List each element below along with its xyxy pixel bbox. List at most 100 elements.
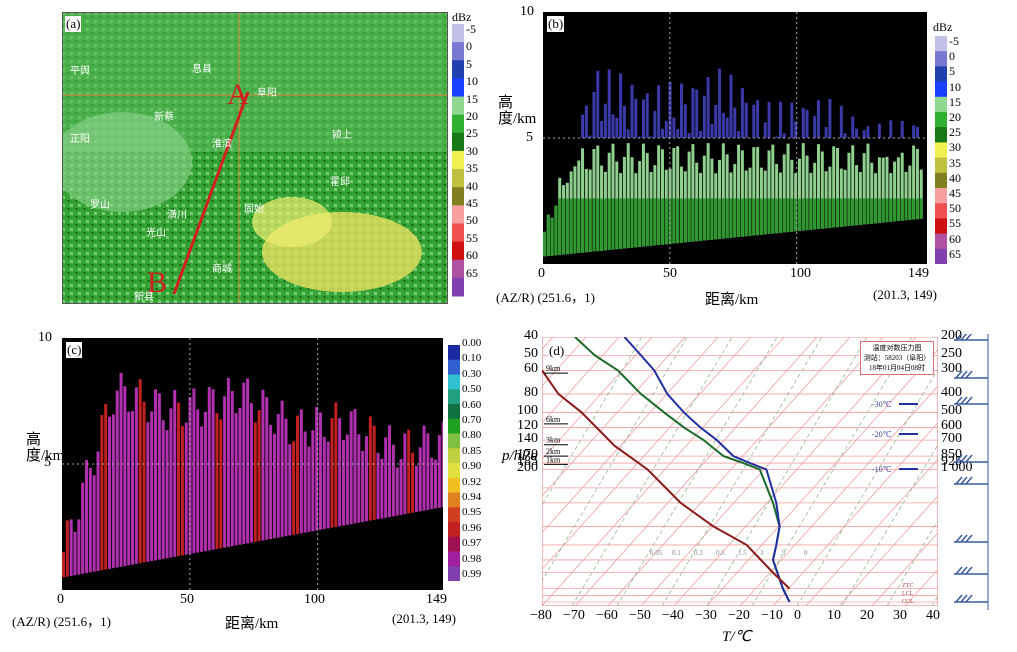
wind-barb xyxy=(954,396,988,405)
echo-column xyxy=(778,101,782,233)
echo-column xyxy=(721,112,725,239)
place-label: 平舆 xyxy=(70,64,90,77)
level-tag: CCL xyxy=(902,599,914,605)
cc-column xyxy=(242,382,246,545)
echo-column xyxy=(622,105,626,249)
level-tag: LCL xyxy=(902,591,914,597)
wind-barb xyxy=(954,334,988,341)
cc-column xyxy=(131,411,135,565)
echo-column xyxy=(649,136,653,246)
adiabat xyxy=(751,336,913,607)
echo-column xyxy=(695,89,699,242)
cc-column xyxy=(246,378,250,544)
c-xtick-149: 149 xyxy=(426,592,447,607)
legend-tick: 10 xyxy=(466,74,478,89)
legend-tick: 65 xyxy=(949,246,961,261)
cc-column xyxy=(65,520,69,577)
legend-tick: 50 xyxy=(949,201,961,216)
legend-tick: 0.85 xyxy=(462,444,482,457)
echo-column xyxy=(843,133,847,227)
cc-column xyxy=(399,459,403,515)
legend-tick: 40 xyxy=(949,170,961,185)
echo-column xyxy=(581,114,585,253)
cc-column xyxy=(219,419,223,549)
skewt-title: 温度对数压力图 xyxy=(872,344,922,352)
legend-tick: 30 xyxy=(466,143,478,158)
cc-column xyxy=(161,420,165,559)
mixing-ratio-label: 0.05 xyxy=(650,549,663,557)
echo-column xyxy=(584,105,588,253)
echo-column xyxy=(805,109,809,231)
cc-column xyxy=(146,422,150,562)
d-xtick: −10 xyxy=(761,608,783,623)
legend-tick: 0 xyxy=(466,39,472,54)
cc-column xyxy=(108,416,112,569)
d-xtick: 30 xyxy=(893,608,907,623)
cc-column xyxy=(249,403,253,543)
d-xtick: −50 xyxy=(629,608,651,623)
panel-c-plot xyxy=(62,338,445,590)
legend-swatch xyxy=(935,51,947,67)
b-ytick-10: 10 xyxy=(520,4,534,19)
adiabat xyxy=(706,336,868,607)
cc-column xyxy=(407,429,411,514)
cc-column xyxy=(269,424,273,540)
d-ytick-left: 140 xyxy=(517,431,538,447)
legend-tick: 30 xyxy=(949,140,961,155)
d-ytick-right: 600 xyxy=(941,418,962,434)
legend-swatch xyxy=(448,404,460,420)
echo-column xyxy=(657,85,661,246)
cc-column xyxy=(180,425,184,556)
echo-column xyxy=(550,217,554,256)
legend-a-bar xyxy=(452,24,464,297)
echo-column xyxy=(756,100,760,236)
d-ytick-left: 60 xyxy=(524,361,538,377)
echo-column xyxy=(782,133,786,233)
echo-column xyxy=(607,69,611,250)
d-ytick-right: 925 xyxy=(941,454,962,470)
echo-column xyxy=(577,160,581,254)
cc-column xyxy=(234,413,238,546)
cc-column xyxy=(357,434,361,523)
cc-column xyxy=(338,418,342,527)
cc-column xyxy=(388,425,392,518)
echo-column xyxy=(733,107,737,238)
cc-column xyxy=(207,387,211,551)
echo-column xyxy=(634,98,638,248)
mixing-ratio-label: 8 xyxy=(804,549,808,557)
echo-column xyxy=(801,107,805,231)
adiabat xyxy=(481,336,643,607)
c-ytick-5: 5 xyxy=(44,455,51,470)
mixing-ratio-label: 1.5 xyxy=(738,549,747,557)
legend-swatch xyxy=(448,522,460,538)
legend-swatch xyxy=(452,60,464,79)
isotherm-label: -30℃ xyxy=(872,400,892,409)
cc-column xyxy=(253,422,257,542)
legend-swatch xyxy=(448,536,460,552)
panel-a-map: A B 阜阳 颍上 新蔡 正阳 罗山 光山 固始 霍邱 商城 潢川 新县 淮滨 … xyxy=(52,12,448,304)
legend-swatch xyxy=(935,142,947,159)
echo-column xyxy=(794,121,798,232)
echo-column xyxy=(729,74,733,238)
legend-swatch xyxy=(935,36,947,52)
echo-column xyxy=(600,120,604,251)
legend-swatch xyxy=(935,218,947,235)
cc-column xyxy=(85,460,89,574)
legend-tick: 25 xyxy=(466,126,478,141)
legend-swatch xyxy=(448,448,460,464)
cc-column xyxy=(238,407,242,545)
legend-swatch xyxy=(448,507,460,523)
cc-column xyxy=(81,482,85,574)
legend-tick: 20 xyxy=(949,110,961,124)
legend-a: dBz -5 0 5 10 15 20 25 30 35 40 45 50 55 60 65 xyxy=(452,10,482,302)
adiabat xyxy=(526,336,688,607)
echo-column xyxy=(744,102,748,237)
echo-column xyxy=(885,156,889,223)
isotherm-label: -10℃ xyxy=(872,465,892,474)
b-xtick-100: 100 xyxy=(790,266,811,281)
echo-column xyxy=(653,110,657,246)
legend-swatch xyxy=(452,114,464,134)
cc-column xyxy=(372,425,376,520)
legend-tick: 0.98 xyxy=(462,552,482,565)
echo-column xyxy=(809,172,813,230)
